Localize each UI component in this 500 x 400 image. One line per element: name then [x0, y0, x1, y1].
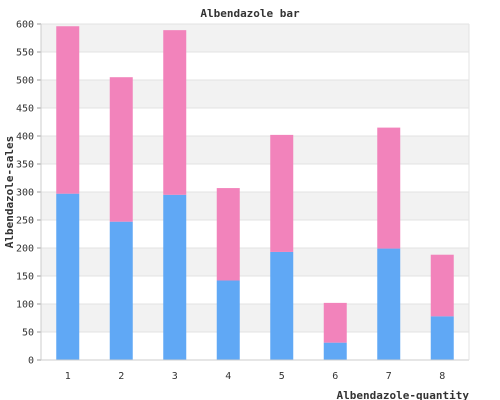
bar-segment-series2-7: [377, 127, 401, 249]
y-tick-label: 350: [16, 160, 34, 171]
x-tick-labels: 1 2 3 4 5 6 7 8: [65, 371, 446, 382]
grid-band: [41, 136, 469, 164]
bar-segment-series1-6: [323, 342, 347, 360]
x-tick-label: 5: [279, 371, 285, 382]
chart-title: Albendazole bar: [200, 7, 300, 20]
y-tick-label: 400: [16, 132, 34, 143]
x-tick-label: 1: [65, 371, 71, 382]
bar-segment-series1-3: [163, 194, 187, 360]
grid-band: [41, 220, 469, 248]
y-tick-label: 50: [22, 328, 34, 339]
y-tick-label: 150: [16, 272, 34, 283]
bar-segment-series2-3: [163, 30, 187, 195]
y-tick-label: 100: [16, 300, 34, 311]
x-tick-label: 8: [439, 371, 445, 382]
bars: [56, 26, 454, 360]
x-axis-title: Albendazole-quantity: [337, 389, 470, 400]
x-tick-label: 6: [332, 371, 338, 382]
bar-segment-series2-6: [323, 302, 347, 343]
bar-segment-series2-1: [56, 26, 80, 194]
y-tick-label: 300: [16, 188, 34, 199]
y-tick-label: 250: [16, 216, 34, 227]
bar-segment-series1-8: [430, 316, 454, 360]
grid-band: [41, 24, 469, 52]
axes: [40, 24, 470, 361]
y-tick-label: 600: [16, 20, 34, 31]
y-tick-label: 200: [16, 244, 34, 255]
y-tick-label: 500: [16, 76, 34, 87]
bar-segment-series2-4: [216, 188, 240, 281]
bar-segment-series2-5: [270, 134, 294, 252]
grid-band: [41, 248, 469, 276]
bar-segment-series2-2: [109, 77, 133, 222]
grid-band: [41, 164, 469, 192]
y-tick-label: 450: [16, 104, 34, 115]
grid-band: [41, 192, 469, 220]
bar-segment-series1-1: [56, 193, 80, 360]
x-tick-label: 2: [118, 371, 124, 382]
bar-segment-series1-4: [216, 280, 240, 360]
x-tick-label: 4: [225, 371, 231, 382]
bar-segment-series1-7: [377, 248, 401, 360]
x-tick-label: 7: [386, 371, 392, 382]
y-tick-label: 0: [28, 356, 34, 367]
grid-band: [41, 80, 469, 108]
grid-band: [41, 332, 469, 360]
y-axis-title: Albendazole-sales: [3, 136, 16, 249]
grid-band: [41, 108, 469, 136]
y-tick-labels: 0 50 100 150 200 250 300 350 400 450 500 550 600: [16, 20, 34, 367]
grid-band: [41, 52, 469, 80]
y-tick-label: 550: [16, 48, 34, 59]
bar-segment-series1-5: [270, 251, 294, 360]
bar-segment-series1-2: [109, 221, 133, 360]
grid-band: [41, 276, 469, 304]
x-tick-label: 3: [172, 371, 178, 382]
grid-band: [41, 304, 469, 332]
bar-segment-series2-8: [430, 254, 454, 317]
